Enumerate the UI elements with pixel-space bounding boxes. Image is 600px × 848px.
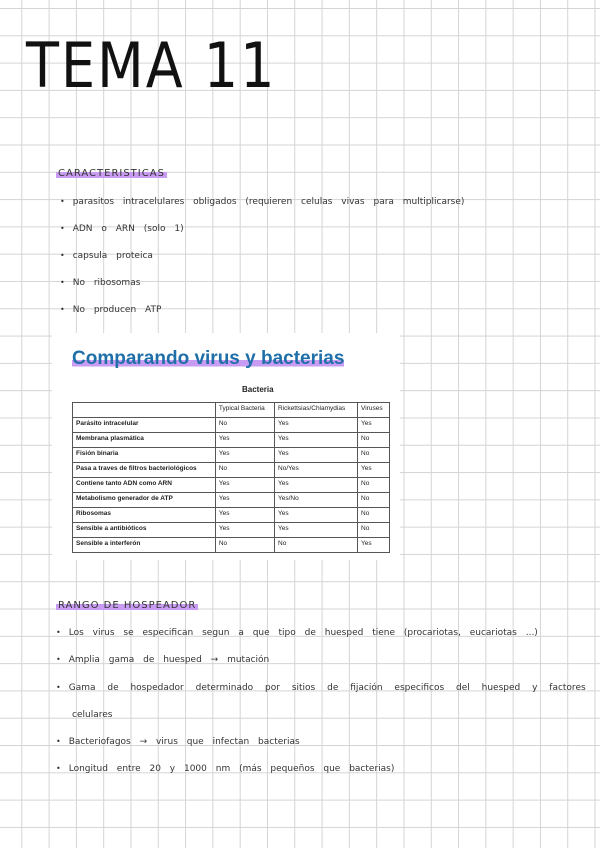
table-cell: Yes <box>274 417 359 433</box>
table-cell: Yes <box>357 537 390 553</box>
row-label: Pasa a traves de filtros bacteriológicos <box>72 462 216 478</box>
table-cell: No <box>214 417 276 433</box>
list-item: Bacteriofagos → virus que infectan bacte… <box>56 737 300 747</box>
table-cell: Yes <box>357 462 390 478</box>
list-item: Los virus se especifican segun a que tip… <box>56 628 538 638</box>
list-item-continuation: celulares <box>72 710 113 720</box>
table-cell: Yes/No <box>274 492 359 508</box>
table-row: Ribosomas Yes Yes No <box>72 507 390 523</box>
table-cell: Yes <box>214 522 276 538</box>
row-label: Sensible a antibióticos <box>72 522 216 538</box>
comparison-table: Typical Bacteria Rickettsias/Chlamydias Vi… <box>72 402 390 553</box>
table-cell: Yes <box>214 432 276 448</box>
table-cell: Yes <box>357 417 390 433</box>
page-title: TEMA 11 <box>26 29 277 102</box>
table-cell: No <box>357 492 390 508</box>
table-cell: Yes <box>214 477 276 493</box>
list-item: Gama de hospedador determinado por sitio… <box>56 683 586 693</box>
table-cell: Yes <box>214 447 276 463</box>
table-cell: No <box>357 477 390 493</box>
table-row: Contiene tanto ADN como ARN Yes Yes No <box>72 477 390 493</box>
table-cell: No <box>214 462 276 478</box>
row-label: Ribosomas <box>72 507 216 523</box>
list-item: ADN o ARN (solo 1) <box>60 224 184 234</box>
list-item: parasitos intracelulares obligados (requ… <box>60 197 465 207</box>
table-cell: No <box>357 447 390 463</box>
row-label: Sensible a interferón <box>72 537 216 553</box>
table-row: Sensible a interferón No No Yes <box>72 537 390 553</box>
table-title: Comparando virus y bacterias <box>72 348 345 370</box>
table-row: Membrana plasmática Yes Yes No <box>72 432 390 448</box>
list-item: No producen ATP <box>60 305 162 315</box>
column-header: Rickettsias/Chlamydias <box>274 402 359 418</box>
table-cell: No <box>274 537 359 553</box>
table-cell: Yes <box>274 522 359 538</box>
table-cell: No <box>357 432 390 448</box>
section-heading-rango: RANGO DE HOSPEADOR <box>56 600 199 611</box>
table-cell: No <box>357 507 390 523</box>
table-row: Metabolismo generador de ATP Yes Yes/No No <box>72 492 390 508</box>
table-cell: Yes <box>274 432 359 448</box>
section-heading-caracteristicas: CARACTERISTICAS <box>56 168 167 179</box>
table-cell: Yes <box>274 477 359 493</box>
comparison-image: Comparando virus y bacterias Bacteria Ty… <box>52 333 400 560</box>
table-cell: No/Yes <box>274 462 359 478</box>
table-cell: Yes <box>274 507 359 523</box>
list-item: No ribosomas <box>60 278 141 288</box>
table-row: Sensible a antibióticos Yes Yes No <box>72 522 390 538</box>
list-item: capsula proteica <box>60 251 153 261</box>
row-label: Membrana plasmática <box>72 432 216 448</box>
table-cell: Yes <box>274 447 359 463</box>
row-label: Fisión binaria <box>72 447 216 463</box>
row-label: Parásito intracelular <box>72 417 216 433</box>
table-row: Fisión binaria Yes Yes No <box>72 447 390 463</box>
table-cell: No <box>214 537 276 553</box>
column-header <box>72 402 216 418</box>
list-item: Amplia gama de huesped → mutación <box>56 655 270 665</box>
table-cell: Yes <box>214 507 276 523</box>
table-group-label: Bacteria <box>242 385 274 394</box>
table-cell: No <box>357 522 390 538</box>
list-item: Longitud entre 20 y 1000 nm (más pequeño… <box>56 764 395 774</box>
table-row: Parásito intracelular No Yes Yes <box>72 417 390 433</box>
row-label: Contiene tanto ADN como ARN <box>72 477 216 493</box>
table-cell: Yes <box>214 492 276 508</box>
table-row: Pasa a traves de filtros bacteriológicos… <box>72 462 390 478</box>
column-header: Typical Bacteria <box>214 402 276 418</box>
column-header: Viruses <box>357 402 390 418</box>
row-label: Metabolismo generador de ATP <box>72 492 216 508</box>
